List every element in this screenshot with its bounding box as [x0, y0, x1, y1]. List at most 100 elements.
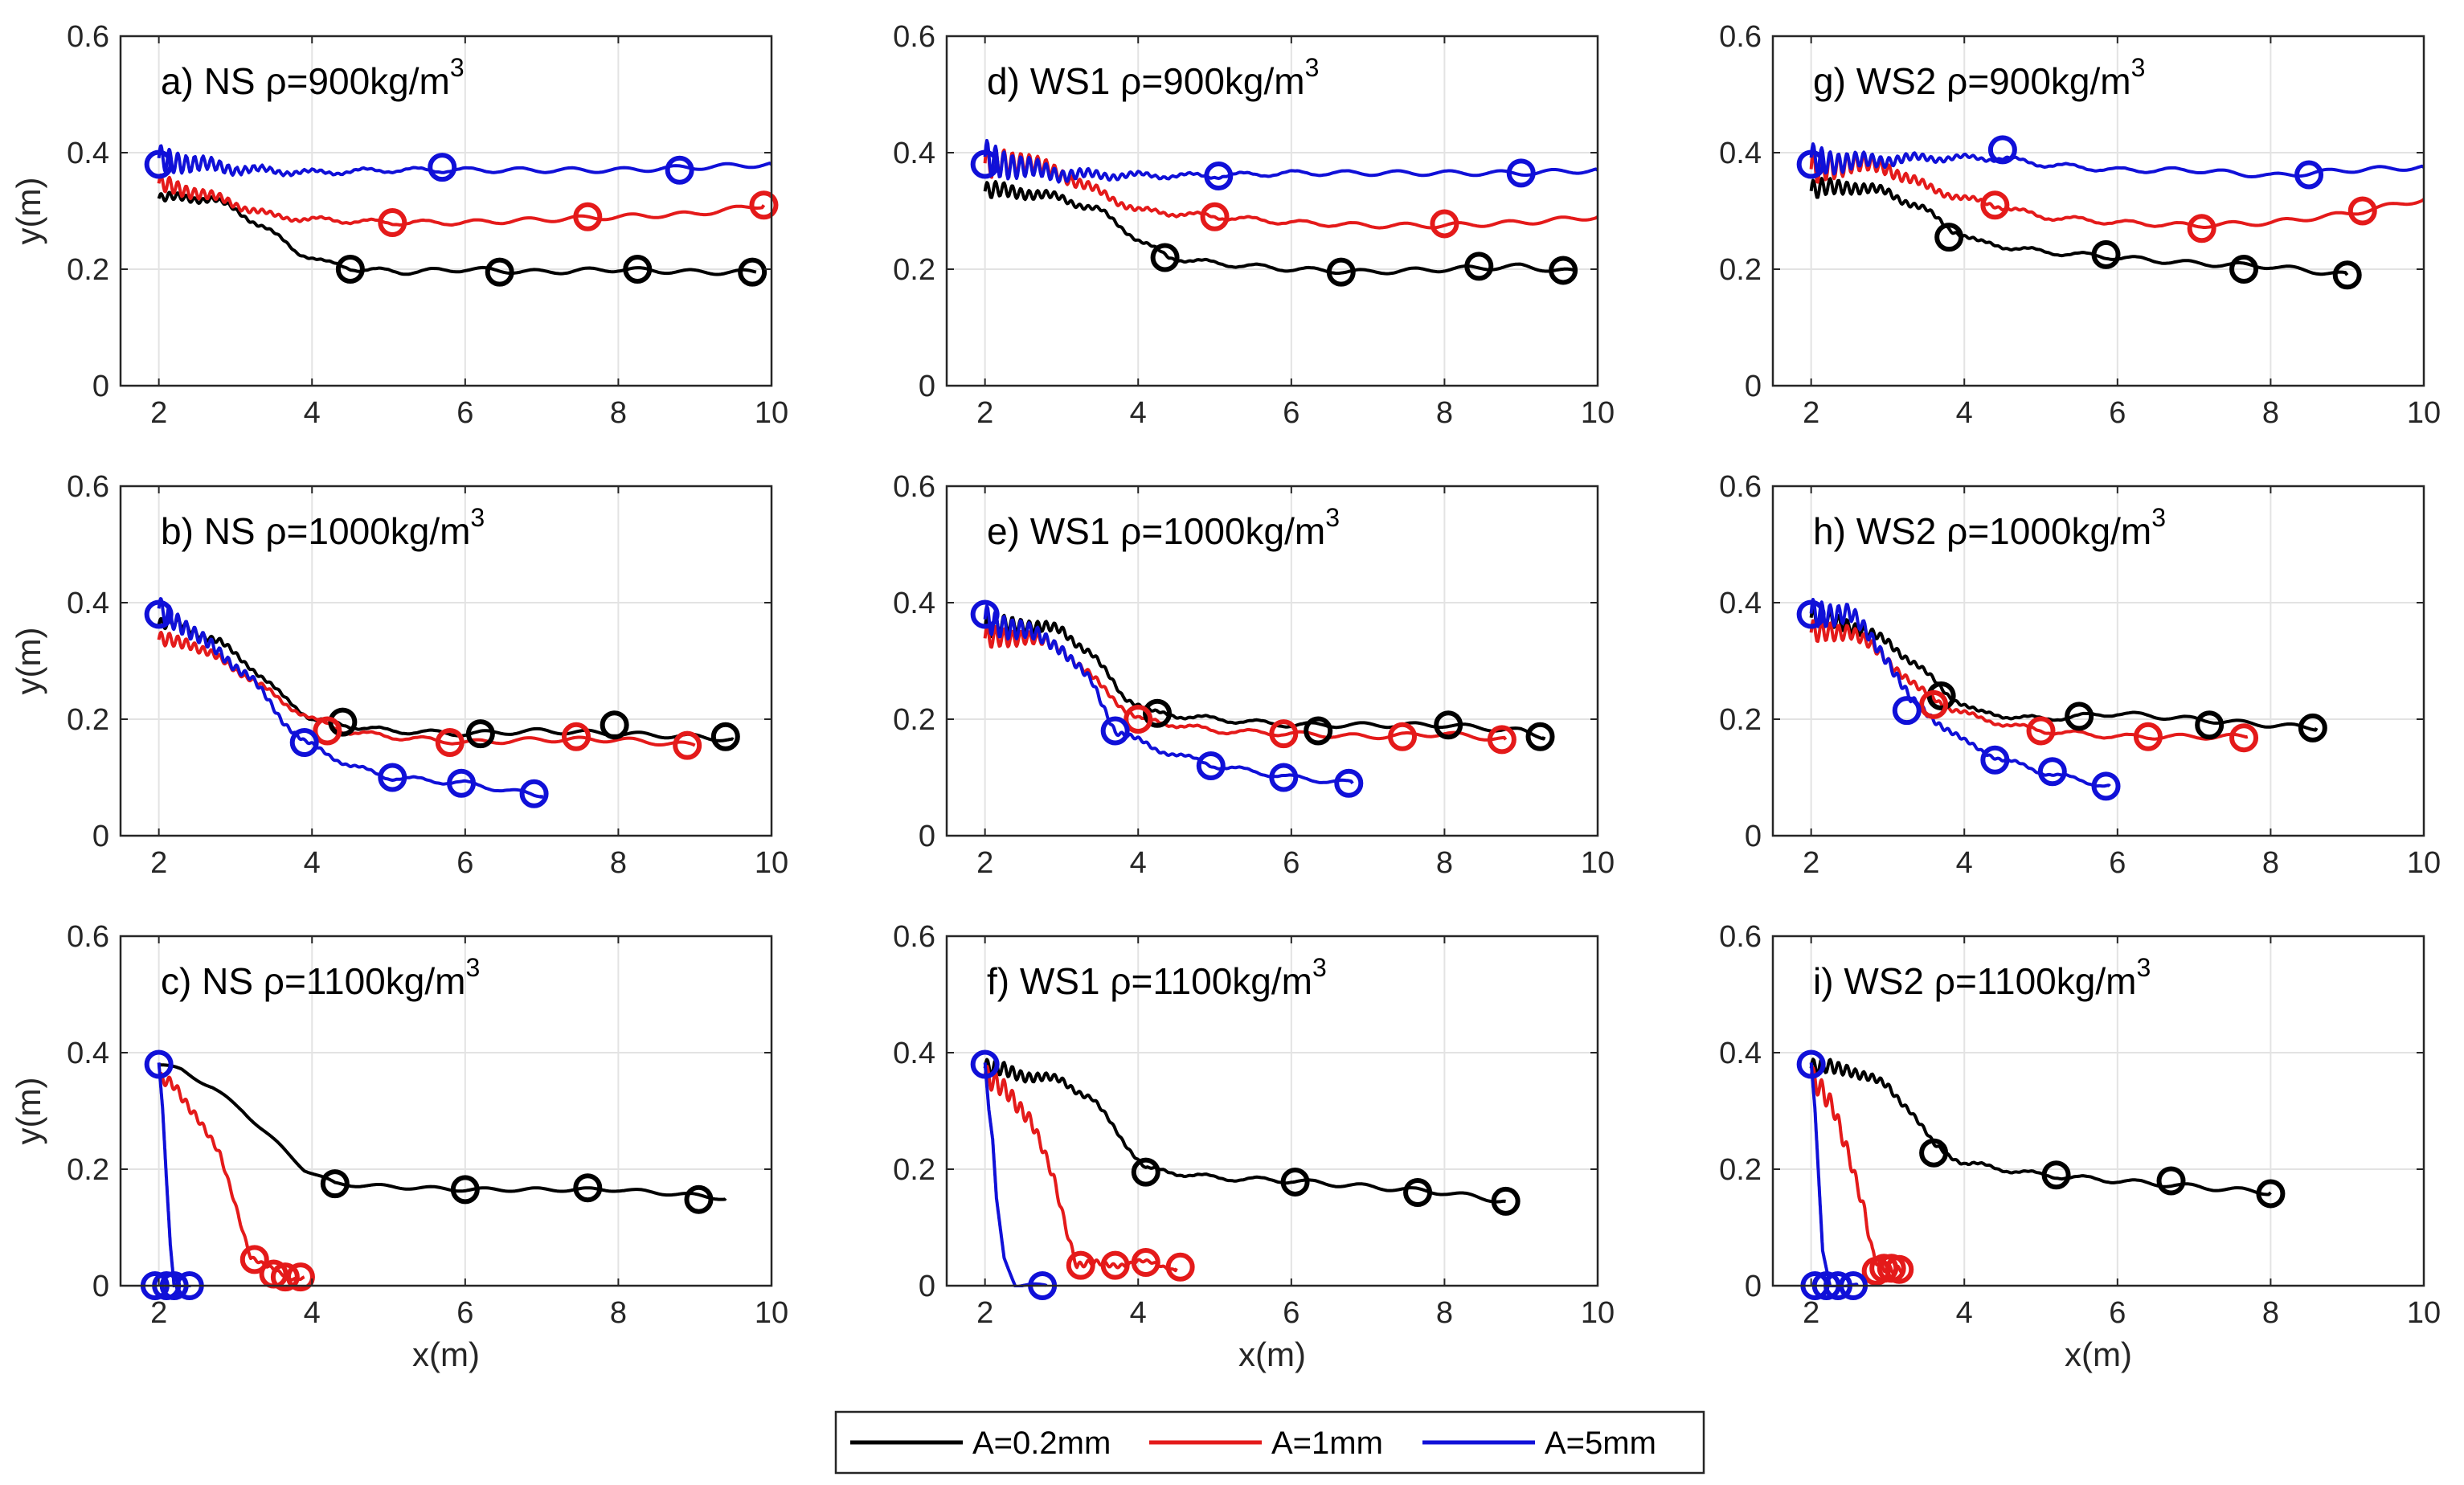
plot-area: [983, 138, 1598, 276]
panel-title: g) WS2 ρ=900kg/m3: [1813, 53, 2145, 102]
panel-case: WS2: [1844, 960, 1934, 1002]
panel-density-sup: 3: [1305, 53, 1320, 82]
series-line-a-1mm: [157, 631, 696, 747]
data-marker: [1919, 1138, 1949, 1168]
panels: 2 4 6 8 1000.20.40.6a) NS ρ=900kg/m3y(m)2 4 6 8…: [10, 20, 2441, 1373]
y-tick-label: 0.2: [1719, 1153, 1762, 1187]
data-marker: [1980, 190, 2010, 220]
x-tick-label: 4: [304, 396, 321, 430]
panel-title: d) WS1 ρ=900kg/m3: [987, 53, 1319, 102]
legend-label: A=5mm: [1545, 1426, 1656, 1461]
data-marker: [1549, 256, 1578, 285]
y-tick-label: 0: [1745, 370, 1762, 403]
x-tick-label: 8: [1436, 396, 1453, 430]
x-tick-label: 10: [1581, 846, 1615, 880]
data-marker: [1980, 745, 2010, 775]
data-marker: [2133, 722, 2163, 751]
panel-density-sup: 3: [1325, 503, 1340, 532]
x-tick-label: 4: [1130, 846, 1147, 880]
data-marker: [1150, 243, 1180, 272]
data-marker: [1269, 719, 1299, 749]
y-tick-label: 0.4: [67, 1037, 109, 1070]
series-line-a-0-2mm: [1809, 1057, 2272, 1197]
panel-density-sup: 3: [2151, 503, 2166, 532]
data-marker: [562, 722, 591, 751]
panel-title: f) WS1 ρ=1100kg/m3: [987, 953, 1327, 1002]
x-tick-label: 2: [976, 846, 993, 880]
x-tick-label: 6: [1283, 1296, 1300, 1330]
axes-box: [945, 35, 1599, 387]
x-tick-label: 6: [456, 1296, 473, 1330]
panel-title: b) NS ρ=1000kg/m3: [161, 503, 485, 552]
y-tick-label: 0: [1745, 820, 1762, 853]
x-tick-label: 4: [304, 1296, 321, 1330]
panel-title: i) WS2 ρ=1100kg/m3: [1813, 953, 2151, 1002]
x-tick-label: 10: [755, 846, 788, 880]
panel-title: h) WS2 ρ=1000kg/m3: [1813, 503, 2166, 552]
data-marker: [2091, 239, 2121, 269]
data-marker: [1525, 722, 1555, 751]
x-tick-label: 8: [2262, 396, 2279, 430]
plot-area: [983, 604, 1546, 784]
panel-letter: a): [161, 60, 204, 102]
y-tick-label: 0.6: [67, 20, 109, 54]
series-line-a-0-2mm: [158, 1063, 727, 1201]
data-marker: [738, 257, 767, 287]
legend-label: A=1mm: [1271, 1426, 1383, 1461]
data-marker: [710, 722, 740, 751]
panel-density: ρ=1100kg/m: [1934, 960, 2137, 1002]
y-tick-label: 0.2: [893, 703, 935, 737]
axes-box: [1771, 935, 2425, 1287]
plot-area: [1809, 142, 2424, 276]
panel-density: ρ=900kg/m: [265, 60, 449, 102]
data-marker: [1304, 716, 1333, 746]
panel-case: WS2: [1856, 510, 1946, 552]
y-tick-label: 0.6: [67, 470, 109, 504]
panel-case: WS1: [1030, 510, 1120, 552]
x-tick-label: 8: [2262, 846, 2279, 880]
data-marker: [673, 730, 702, 760]
data-marker: [2195, 710, 2225, 740]
data-marker: [573, 1173, 603, 1203]
y-tick-label: 0.6: [67, 920, 109, 954]
data-marker: [2187, 214, 2216, 243]
data-marker: [1885, 1254, 1914, 1284]
data-marker: [1143, 698, 1173, 728]
data-marker: [450, 1175, 480, 1205]
y-tick-label: 0.6: [1719, 20, 1762, 54]
x-tick-label: 2: [150, 1296, 167, 1330]
panel-letter: c): [161, 960, 202, 1002]
panel-case: NS: [204, 510, 266, 552]
data-marker: [2229, 255, 2259, 284]
data-marker: [2347, 196, 2377, 226]
x-tick-label: 2: [150, 396, 167, 430]
data-marker: [970, 1049, 1000, 1079]
data-marker: [1987, 135, 2017, 165]
panel-title: c) NS ρ=1100kg/m3: [161, 953, 480, 1002]
panel-density-sup: 3: [2136, 953, 2151, 982]
x-tick-label: 8: [2262, 1296, 2279, 1330]
data-marker: [1487, 725, 1516, 755]
x-tick-label: 8: [610, 396, 627, 430]
panel-a: 2 4 6 8 10 0 0.2 0.4 0.6 a) NS ρ=900kg/m3 y(m): [10, 20, 788, 430]
y-tick-label: 0.4: [893, 137, 935, 170]
panel-g: 2 4 6 8 10 0 0.2 0.4 0.6 g) WS2 ρ=900kg/m3: [1719, 20, 2441, 430]
axes-box: [119, 935, 773, 1287]
x-tick-label: 6: [1283, 396, 1300, 430]
x-tick-label: 10: [755, 396, 788, 430]
data-marker: [1430, 209, 1459, 239]
panel-density-sup: 3: [1312, 953, 1327, 982]
x-tick-label: 10: [2407, 396, 2441, 430]
data-marker: [2256, 1179, 2286, 1209]
panel-e: 2 4 6 8 10 0 0.2 0.4 0.6 e) WS1 ρ=1000kg/m3: [893, 470, 1615, 880]
data-marker: [2156, 1166, 2186, 1196]
y-tick-label: 0.2: [67, 253, 109, 287]
data-marker: [1796, 149, 1826, 179]
panel-letter: d): [987, 60, 1030, 102]
series-line-a-5mm: [1809, 142, 2424, 178]
x-tick-label: 6: [456, 846, 473, 880]
panel-case: WS1: [1020, 960, 1110, 1002]
data-marker: [970, 149, 1000, 179]
x-tick-label: 4: [1130, 396, 1147, 430]
